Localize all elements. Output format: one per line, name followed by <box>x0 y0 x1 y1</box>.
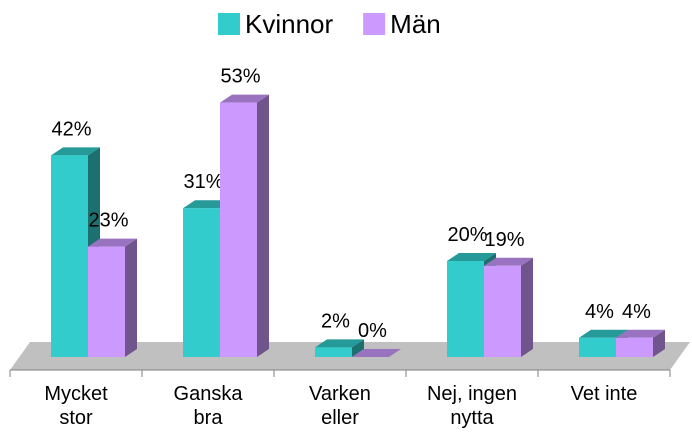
bar-side <box>352 339 364 357</box>
x-tick-label: Nej, ingen nytta <box>426 383 518 429</box>
bar <box>51 155 88 357</box>
data-label: 4% <box>585 301 614 323</box>
data-label: 19% <box>484 229 524 251</box>
bar-side <box>257 94 269 357</box>
bar-top <box>484 257 533 266</box>
bar <box>484 265 521 357</box>
bar-top <box>447 253 496 261</box>
legend-label: Män <box>390 9 441 39</box>
bar-top <box>88 238 137 247</box>
bar-top <box>616 329 665 338</box>
data-label: 23% <box>88 210 128 232</box>
bar-top <box>579 329 628 338</box>
bar-side <box>125 238 137 357</box>
legend-swatch <box>363 13 386 35</box>
bar-top <box>352 349 401 357</box>
x-tick-label: Varken eller <box>309 383 371 429</box>
data-label: 20% <box>447 224 487 246</box>
bar-side <box>653 329 665 357</box>
bar-top <box>183 200 232 209</box>
x-tick-label: Mycket stor <box>44 383 108 429</box>
bar <box>579 337 616 357</box>
bar-side <box>521 257 533 357</box>
data-label: 42% <box>51 118 91 140</box>
data-label: 31% <box>183 171 223 193</box>
bar-top <box>220 94 269 103</box>
data-label: 2% <box>321 310 350 332</box>
bar <box>220 102 257 357</box>
bar-top <box>315 339 364 348</box>
bar-top <box>51 147 100 156</box>
bar <box>183 208 220 357</box>
bar <box>88 246 125 357</box>
bar <box>616 337 653 357</box>
x-tick-label: Ganska bra <box>173 383 243 429</box>
bar <box>447 261 484 357</box>
legend-label: Kvinnor <box>245 9 333 39</box>
data-label: 0% <box>358 320 387 342</box>
data-label: 53% <box>220 66 260 88</box>
data-label: 4% <box>622 301 651 323</box>
legend-swatch <box>218 13 240 35</box>
bar <box>315 347 352 357</box>
x-tick-label: Vet inte <box>570 383 638 405</box>
